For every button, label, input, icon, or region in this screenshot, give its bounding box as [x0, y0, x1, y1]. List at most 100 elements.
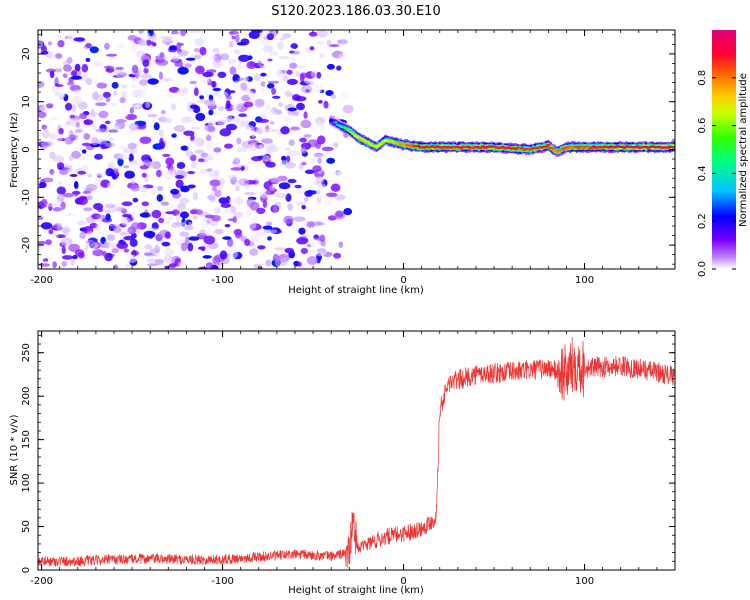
noise-cell — [122, 147, 134, 153]
noise-cell — [286, 69, 293, 75]
noise-cell — [238, 54, 251, 62]
noise-cell — [195, 112, 206, 122]
noise-cell — [120, 90, 125, 98]
noise-cell — [143, 67, 149, 74]
noise-cell — [62, 73, 68, 79]
noise-cell — [303, 79, 310, 84]
noise-cell — [66, 56, 73, 64]
noise-cell — [76, 123, 86, 130]
noise-cell — [140, 186, 148, 193]
noise-cell — [199, 229, 207, 236]
ridge-cell — [546, 143, 551, 147]
x-tick-label: -200 — [30, 275, 53, 286]
noise-cell — [308, 31, 318, 37]
noise-cell — [248, 222, 257, 230]
noise-cell — [259, 64, 267, 70]
noise-cell — [145, 101, 151, 109]
noise-cell — [256, 207, 266, 214]
noise-cell — [212, 59, 223, 68]
noise-cell — [141, 172, 147, 178]
noise-cell — [185, 57, 196, 61]
spectrogram-x-label: Height of straight line (km) — [288, 285, 424, 296]
noise-cell — [192, 215, 198, 220]
noise-cell — [116, 30, 125, 35]
noise-cell — [71, 103, 77, 113]
noise-cell — [70, 258, 75, 266]
noise-cell — [282, 33, 292, 39]
noise-cell — [214, 228, 224, 235]
noise-cell — [38, 263, 51, 267]
colorbar-tick-label: 0.8 — [697, 70, 708, 86]
noise-cell — [130, 222, 141, 230]
noise-cell — [295, 70, 301, 77]
noise-cell — [210, 55, 217, 60]
noise-cell — [260, 72, 267, 77]
noise-cell — [74, 129, 83, 133]
noise-cell — [262, 225, 273, 230]
ridge-cell — [333, 121, 338, 124]
noise-cell — [149, 41, 155, 45]
noise-cell — [245, 125, 255, 130]
noise-cell — [74, 146, 84, 152]
noise-cell — [122, 213, 132, 218]
snr-x-ticks: -200 -100 0 100 — [30, 331, 676, 587]
noise-cell — [165, 42, 170, 46]
noise-cell — [87, 174, 92, 178]
noise-cell — [314, 116, 325, 125]
noise-cell — [139, 165, 149, 170]
noise-cell — [38, 241, 47, 245]
noise-cell — [123, 129, 134, 135]
colorbar-ticks: 0.0 0.2 0.4 0.6 0.8 — [697, 70, 736, 277]
noise-cell — [153, 122, 160, 131]
noise-cell — [139, 79, 148, 86]
noise-cell — [269, 50, 279, 57]
noise-cell — [243, 148, 252, 153]
snr-frame — [37, 330, 676, 571]
noise-cell — [42, 258, 49, 262]
noise-cell — [172, 30, 180, 35]
noise-cell — [342, 104, 354, 114]
x-tick-label: -200 — [30, 576, 53, 587]
noise-cell — [151, 35, 157, 42]
noise-cell — [116, 242, 129, 249]
colorbar-tick-label: 0.0 — [697, 261, 708, 277]
noise-cell — [83, 133, 91, 140]
noise-cell — [214, 189, 222, 198]
noise-cell — [79, 112, 87, 120]
noise-cell — [156, 185, 164, 192]
noise-cell — [94, 153, 103, 160]
colorbar-tick-label: 0.4 — [697, 165, 708, 181]
noise-cell — [234, 49, 241, 55]
noise-cell — [333, 142, 339, 149]
noise-cell — [328, 44, 340, 48]
noise-cell — [187, 242, 194, 252]
noise-cell — [147, 113, 158, 118]
noise-cell — [156, 194, 163, 202]
noise-cell — [271, 87, 277, 95]
snr-y-ticks: 0 50 100 150 200 250 — [21, 334, 675, 573]
noise-cell — [52, 261, 57, 269]
noise-cell — [232, 74, 240, 83]
noise-cell — [141, 73, 151, 82]
noise-cell — [67, 117, 80, 127]
y-tick-label: -10 — [21, 189, 32, 205]
noise-cell — [318, 100, 323, 104]
noise-cell — [49, 168, 55, 175]
noise-cell — [290, 126, 301, 131]
noise-cell — [144, 244, 153, 250]
noise-cell — [161, 117, 173, 124]
noise-cell — [215, 262, 224, 266]
noise-cell — [78, 195, 88, 201]
noise-cell — [84, 244, 89, 251]
noise-cell — [180, 185, 190, 193]
noise-cell — [271, 95, 281, 99]
noise-cell — [180, 242, 188, 252]
noise-cell — [105, 203, 116, 209]
noise-cell — [240, 82, 248, 91]
noise-cell — [71, 150, 81, 159]
noise-cell — [176, 42, 182, 51]
noise-cell — [280, 71, 288, 75]
noise-cell — [243, 101, 254, 108]
noise-cell — [287, 178, 297, 184]
noise-cell — [131, 76, 136, 81]
